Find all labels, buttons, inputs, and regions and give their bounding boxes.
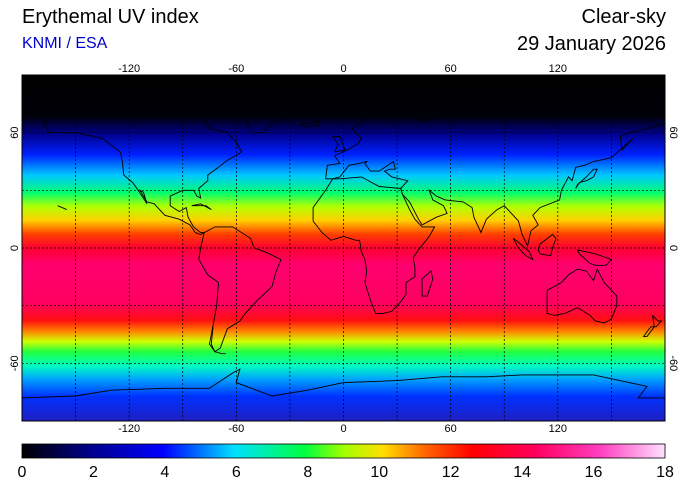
coastline-path bbox=[421, 270, 434, 297]
coastline-path bbox=[191, 203, 212, 210]
lat-tick-label: -60 bbox=[667, 355, 679, 371]
map-area bbox=[21, 74, 666, 422]
lon-tick-label: -120 bbox=[118, 63, 140, 75]
lon-tick-label: 120 bbox=[549, 63, 567, 75]
coastline-path bbox=[57, 205, 67, 211]
colorbar bbox=[21, 443, 666, 459]
lat-tick-label: 60 bbox=[667, 127, 679, 139]
map-border bbox=[21, 74, 666, 422]
lon-tick-label: 60 bbox=[445, 63, 457, 75]
coastline-path bbox=[325, 99, 665, 179]
date-label: 29 January 2026 bbox=[516, 33, 666, 55]
colorbar-tick-label: 6 bbox=[231, 464, 241, 481]
coastline-path bbox=[577, 249, 613, 266]
coastline-path bbox=[42, 107, 243, 235]
colorbar-tick-label: 4 bbox=[160, 464, 170, 481]
lon-tick-label: 0 bbox=[340, 423, 346, 435]
coastline-path bbox=[331, 136, 346, 153]
colorbar-tick-label: 8 bbox=[303, 464, 313, 481]
map-title: Erythemal UV index bbox=[22, 6, 199, 28]
lon-tick-label: -120 bbox=[118, 423, 140, 435]
colorbar-tick-label: 2 bbox=[88, 464, 98, 481]
coastline-path bbox=[213, 97, 309, 134]
coastline-path bbox=[546, 267, 618, 324]
colorbar-tick-label: 14 bbox=[513, 464, 532, 481]
lon-tick-label: 120 bbox=[549, 423, 567, 435]
lon-tick-label: 0 bbox=[340, 63, 346, 75]
colorbar-tick-label: 16 bbox=[584, 464, 603, 481]
coastline-path bbox=[210, 326, 226, 355]
coastline-path bbox=[325, 122, 665, 248]
colorbar-tick-label: 18 bbox=[656, 464, 674, 481]
source-label: KNMI / ESA bbox=[22, 35, 108, 52]
colorbar-tick-label: 12 bbox=[441, 464, 460, 481]
sky-mode-label: Clear-sky bbox=[581, 6, 666, 28]
coastline-path bbox=[312, 176, 436, 314]
lat-lon-grid bbox=[22, 75, 665, 421]
lon-ticks-top: -120 -60 0 60 120 bbox=[118, 63, 567, 75]
lon-ticks-bottom: -120 -60 0 60 120 bbox=[118, 423, 567, 435]
lat-tick-label: -60 bbox=[9, 355, 21, 371]
lon-tick-label: 60 bbox=[445, 423, 457, 435]
lat-ticks-right: 60 0 -60 bbox=[667, 127, 679, 372]
coastline-path bbox=[575, 168, 598, 189]
lat-tick-label: 0 bbox=[9, 245, 21, 251]
coastline-path bbox=[22, 368, 665, 399]
colorbar-tick-label: 0 bbox=[17, 464, 27, 481]
lat-tick-label: 0 bbox=[667, 245, 679, 251]
colorbar-tick-label: 10 bbox=[370, 464, 389, 481]
coastline-path bbox=[537, 233, 557, 257]
lat-tick-label: 60 bbox=[9, 127, 21, 139]
coastline-path bbox=[198, 226, 282, 353]
lat-ticks-left: 60 0 -60 bbox=[9, 127, 21, 372]
coastlines bbox=[22, 97, 665, 399]
lon-tick-label: -60 bbox=[228, 423, 244, 435]
lon-tick-label: -60 bbox=[228, 63, 244, 75]
coastline-path bbox=[642, 314, 663, 337]
coastline-path bbox=[300, 120, 319, 128]
